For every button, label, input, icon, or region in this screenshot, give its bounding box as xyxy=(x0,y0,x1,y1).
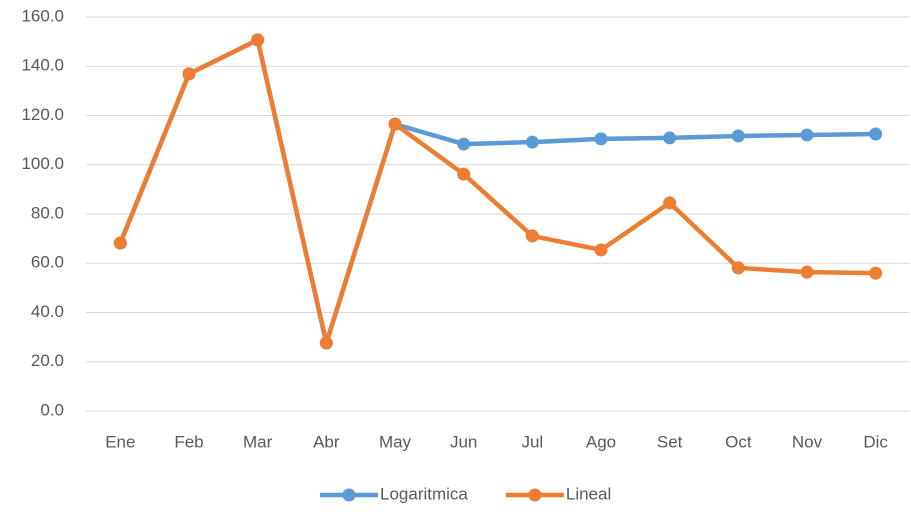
series-marker xyxy=(388,117,402,131)
series-line xyxy=(118,37,876,346)
legend-marker xyxy=(528,488,542,502)
legend-label: Logaritmica xyxy=(380,484,468,503)
series-marker xyxy=(457,167,471,181)
y-tick-label: 140.0 xyxy=(21,56,64,75)
y-tick-label: 80.0 xyxy=(31,203,64,222)
series-marker xyxy=(869,127,883,141)
y-tick-label: 100.0 xyxy=(21,154,64,173)
series-marker xyxy=(663,131,677,145)
x-tick-label: May xyxy=(379,432,412,451)
x-tick-label: Jul xyxy=(521,432,543,451)
legend-marker xyxy=(342,488,356,502)
series-marker xyxy=(800,265,814,279)
series-marker xyxy=(457,137,471,151)
series-marker xyxy=(800,128,814,142)
series-marker xyxy=(113,236,127,250)
series-marker xyxy=(594,243,608,257)
x-tick-label: Nov xyxy=(792,432,823,451)
x-tick-label: Oct xyxy=(725,432,752,451)
series-marker xyxy=(869,266,883,280)
y-tick-label: 120.0 xyxy=(21,105,64,124)
x-tick-label: Ene xyxy=(105,432,135,451)
x-tick-label: Dic xyxy=(863,432,888,451)
series-line xyxy=(118,37,876,346)
y-tick-label: 0.0 xyxy=(40,400,64,419)
x-tick-label: Abr xyxy=(313,432,340,451)
series-marker xyxy=(251,33,265,47)
x-tick-label: Feb xyxy=(174,432,203,451)
y-tick-label: 20.0 xyxy=(31,351,64,370)
series-marker xyxy=(525,135,539,149)
y-tick-label: 160.0 xyxy=(21,6,64,25)
series-marker xyxy=(731,129,745,143)
series-marker xyxy=(663,196,677,210)
series-marker xyxy=(731,261,745,275)
x-tick-label: Jun xyxy=(450,432,477,451)
y-tick-label: 60.0 xyxy=(31,253,64,272)
series-marker xyxy=(594,132,608,146)
y-tick-label: 40.0 xyxy=(31,302,64,321)
x-tick-label: Ago xyxy=(586,432,616,451)
x-tick-label: Mar xyxy=(243,432,273,451)
series-marker xyxy=(319,336,333,350)
legend-label: Lineal xyxy=(566,484,611,503)
x-tick-label: Set xyxy=(657,432,683,451)
series-marker xyxy=(525,229,539,243)
series-marker xyxy=(182,67,196,81)
